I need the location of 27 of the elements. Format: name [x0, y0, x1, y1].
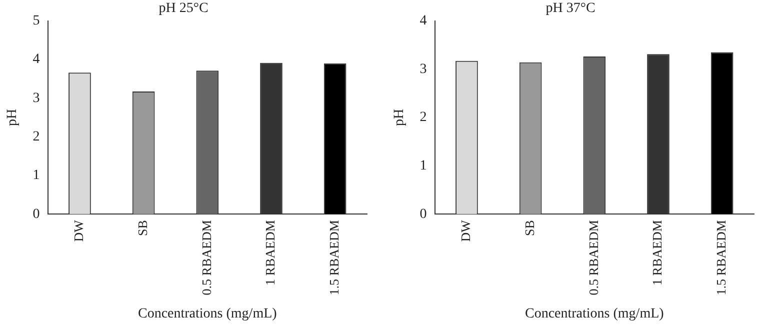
x-axis-title: Concentrations (mg/mL) — [524, 306, 664, 322]
y-tick-label: 0 — [420, 206, 427, 222]
y-axis-title: pH — [5, 108, 20, 126]
x-tick-label: SB — [522, 220, 537, 236]
x-tick-label: 0.5 RBAEDM — [198, 220, 214, 296]
y-tick-label: 0 — [32, 206, 40, 222]
x-tick-label: 1 RBAEDM — [262, 220, 278, 286]
x-tick-label: DW — [458, 219, 474, 242]
y-tick-label: 4 — [420, 13, 427, 28]
x-tick-label: 1 RBAEDM — [650, 220, 665, 286]
x-tick-label: DW — [71, 219, 86, 242]
x-tick-label: SB — [134, 220, 150, 236]
y-tick-label: 2 — [420, 110, 427, 126]
y-tick-label: 5 — [32, 13, 40, 28]
y-axis-title: pH — [392, 108, 408, 126]
x-axis-title: Concentrations (mg/mL) — [138, 306, 278, 322]
y-tick-label: 4 — [32, 52, 40, 68]
y-tick-label: 3 — [420, 62, 427, 77]
y-tick-label: 2 — [32, 129, 40, 144]
y-tick-label: 1 — [420, 158, 427, 174]
y-tick-label: 1 — [32, 168, 40, 184]
x-tick-label: 1.5 RBAEDM — [714, 220, 728, 296]
chart-title: pH 25°C — [158, 1, 208, 16]
x-tick-label: 0.5 RBAEDM — [586, 220, 601, 296]
x-tick-label: 1.5 RBAEDM — [326, 220, 342, 296]
y-tick-label: 3 — [32, 90, 40, 106]
chart-title: pH 37°C — [546, 1, 596, 16]
